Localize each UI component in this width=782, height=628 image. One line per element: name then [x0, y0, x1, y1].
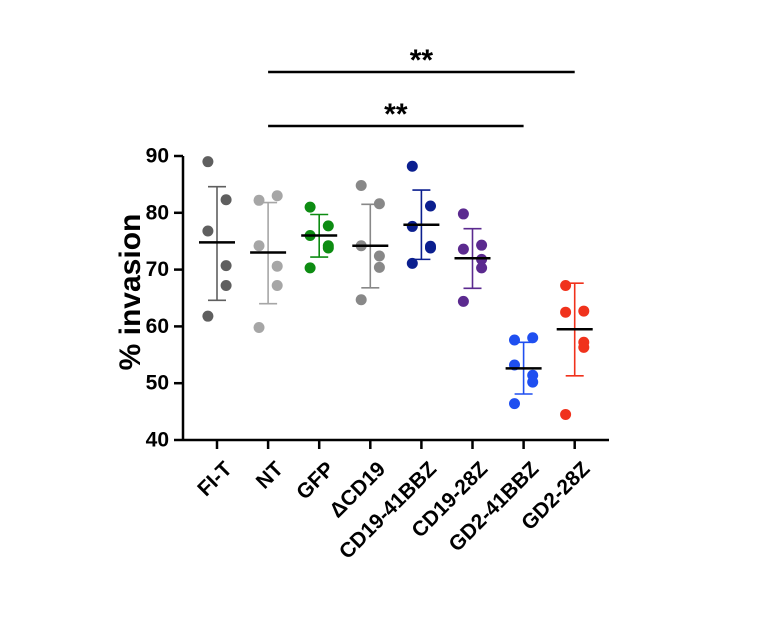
data-point: [527, 376, 539, 388]
data-point: [527, 332, 539, 344]
data-point: [322, 220, 334, 232]
data-point: [578, 305, 590, 317]
y-tick-label: 40: [146, 429, 169, 452]
data-point: [220, 260, 232, 272]
data-point: [253, 194, 265, 206]
y-tick-label: 50: [146, 372, 169, 395]
data-point: [322, 242, 334, 254]
data-point: [560, 408, 572, 420]
x-tick-label: FI-T: [193, 457, 237, 501]
y-tick-label: 60: [146, 315, 169, 338]
data-point: [509, 334, 520, 346]
significance-label: **: [410, 44, 434, 77]
y-ticks: 40 50 60 70 80 90: [146, 145, 183, 452]
data-point: [425, 242, 436, 254]
data-point: [457, 295, 469, 307]
y-tick-label: 70: [146, 258, 169, 281]
x-tick-label: GFP: [292, 457, 339, 504]
significance-label: **: [384, 98, 408, 131]
data-point: [373, 261, 385, 273]
data-point: [425, 200, 436, 212]
axes: [181, 156, 609, 442]
group-GD2-41BBZ: [505, 332, 542, 410]
data-point: [355, 294, 367, 306]
group-CD19-28Z: [454, 208, 491, 307]
data-point: [578, 341, 590, 353]
data-point: [509, 398, 520, 410]
data-point: [406, 257, 418, 269]
data-point: [355, 180, 367, 192]
data-point: [304, 262, 316, 274]
group-FI-T: [199, 156, 235, 322]
data-point: [406, 220, 418, 232]
group-CD19-41BBZ: [403, 160, 440, 269]
y-tick-label: 90: [146, 145, 169, 168]
data-point: [202, 156, 214, 168]
data-point: [202, 310, 214, 322]
data-point: [220, 194, 232, 206]
data-point: [253, 322, 265, 334]
data-point: [560, 306, 572, 318]
data-point: [202, 225, 214, 237]
group-NT: [250, 190, 287, 334]
data-point: [253, 240, 265, 252]
data-point: [271, 190, 283, 202]
group-GFP: [301, 201, 338, 274]
data-point: [271, 260, 283, 272]
y-axis-title: % invasion: [114, 214, 147, 371]
data-groups: [199, 156, 593, 420]
data-point: [406, 160, 418, 172]
data-point: [220, 280, 232, 292]
data-point: [304, 201, 316, 213]
x-ticks: FI-T NT GFPΔCD19CD19-41BBZCD19-28ZGD2-41BB…: [193, 440, 595, 564]
data-point: [373, 250, 385, 262]
data-point: [476, 239, 488, 251]
data-point: [457, 208, 469, 220]
group-GD2-28Z: [556, 280, 593, 420]
x-tick-label: NT: [252, 457, 288, 493]
data-point: [560, 280, 572, 292]
group-ΔCD19: [352, 180, 389, 306]
data-point: [271, 280, 283, 292]
significance-brackets: ****: [268, 44, 575, 131]
data-point: [457, 243, 469, 255]
y-tick-label: 80: [146, 201, 169, 224]
data-point: [373, 198, 385, 210]
data-point: [476, 262, 488, 274]
